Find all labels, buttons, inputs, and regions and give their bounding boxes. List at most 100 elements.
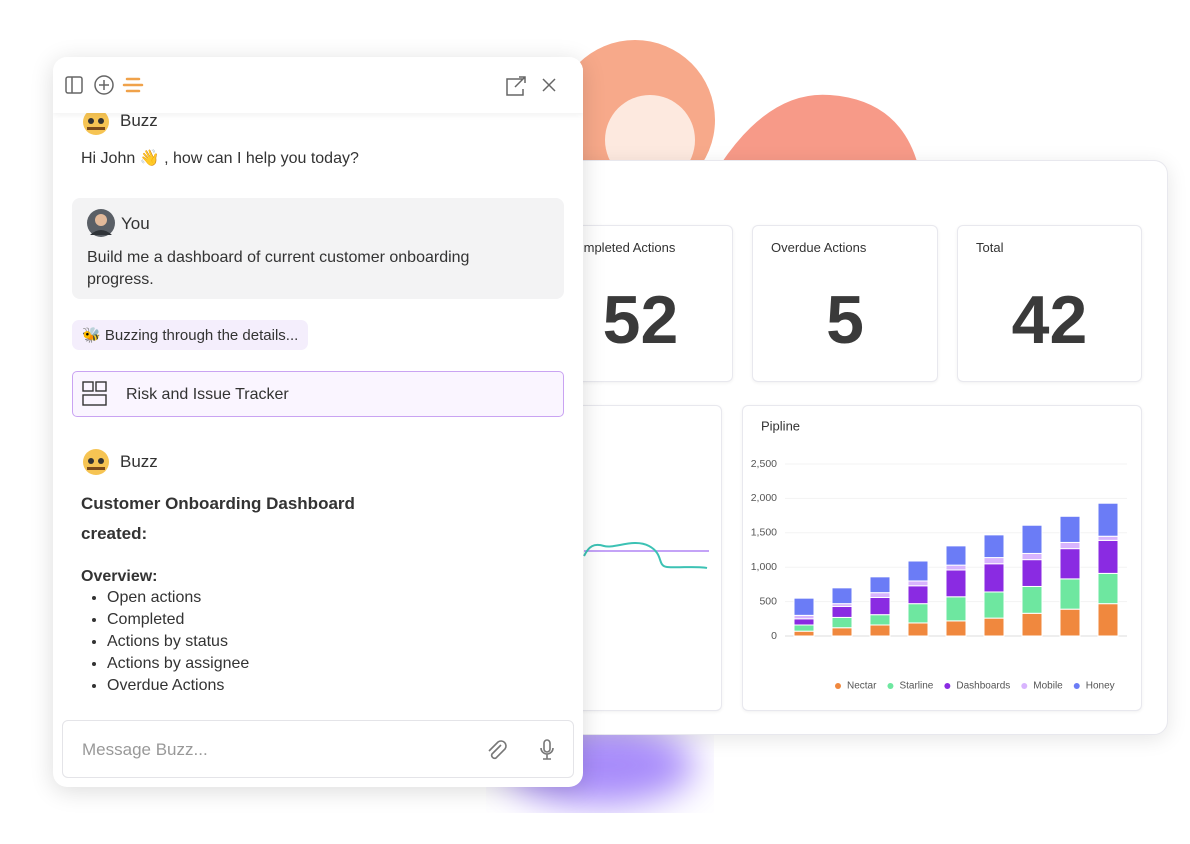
bar-segment xyxy=(983,557,1005,565)
bar-segment xyxy=(983,534,1005,559)
bar-segment xyxy=(793,630,815,637)
bar-segment xyxy=(869,576,891,594)
status-pill: 🐝 Buzzing through the details... xyxy=(72,320,309,350)
y-tick-label: 2,000 xyxy=(751,492,777,504)
legend-swatch xyxy=(835,683,841,689)
bar-segment xyxy=(1097,535,1119,541)
bar-segment xyxy=(1097,502,1119,537)
stat-card: Total 42 xyxy=(957,225,1142,382)
bar-segment xyxy=(945,569,967,598)
message: Build me a dashboard of current customer… xyxy=(87,249,470,288)
sender: You xyxy=(121,214,150,233)
bar-segment xyxy=(907,622,929,637)
y-tick-label: 1,500 xyxy=(751,527,777,539)
bar-segment xyxy=(869,592,891,598)
chart: Pipline 0 500 1,000 1,500 2,000 2,500 Nectar St… xyxy=(751,418,1127,692)
overview-item: Overdue Actions xyxy=(107,675,249,697)
bar-segment xyxy=(1021,585,1043,614)
reply-title: Customer Onboarding Dashboard created: xyxy=(81,494,355,543)
legend-label: Nectar xyxy=(847,681,877,692)
new-chat-icon[interactable] xyxy=(94,75,114,95)
y-tick-label: 500 xyxy=(759,595,777,607)
bar-segment xyxy=(1021,559,1043,587)
stat-label: Completed Actions xyxy=(567,240,676,255)
stat-card: Overdue Actions 5 xyxy=(752,225,938,382)
bar-segment xyxy=(793,618,815,626)
overview-item: Actions by status xyxy=(107,631,249,653)
chart-card: Pipline 0 500 1,000 1,500 2,000 2,500 Nectar St… xyxy=(742,405,1142,711)
legend-label: Dashboards xyxy=(956,681,1010,692)
overview-item: Open actions xyxy=(107,587,249,609)
placeholder: Message Buzz... xyxy=(82,740,208,759)
bar-segment xyxy=(983,617,1005,637)
artifact-title: Risk and Issue Tracker xyxy=(126,386,289,403)
mic-icon[interactable] xyxy=(540,739,554,760)
user-bubble: You Build me a dashboard of current cust… xyxy=(72,198,564,299)
bar-segment xyxy=(793,614,815,620)
y-tick-label: 1,000 xyxy=(751,561,777,573)
artifact-card[interactable]: Risk and Issue Tracker xyxy=(72,371,564,417)
bar-segment xyxy=(945,596,967,622)
user-avatar xyxy=(87,209,115,237)
message-input[interactable]: Message Buzz... xyxy=(62,720,574,778)
legend-swatch xyxy=(887,683,894,689)
stat-label: Overdue Actions xyxy=(771,240,867,255)
logo xyxy=(122,77,144,93)
bar-segment xyxy=(1059,548,1081,580)
legend-swatch xyxy=(1021,683,1028,689)
legend-label: Starline xyxy=(899,681,933,692)
bar-segment xyxy=(1021,552,1043,561)
stat-value: 52 xyxy=(602,282,679,358)
bar-segment xyxy=(831,627,853,637)
stat-value: 42 xyxy=(1011,282,1088,358)
bar-segment xyxy=(1021,612,1043,637)
bar-segment xyxy=(983,563,1005,593)
bar-segment xyxy=(907,603,929,624)
bar-segment xyxy=(945,545,967,566)
close-icon[interactable] xyxy=(542,78,556,92)
y-tick-label: 2,500 xyxy=(751,458,777,470)
overview-list: Open actionsCompletedActions by statusAc… xyxy=(81,587,249,697)
legend-swatch xyxy=(1073,683,1080,689)
bar-segment xyxy=(1021,524,1043,554)
artifact-icon xyxy=(82,381,107,406)
bar-segment xyxy=(793,624,815,632)
bar-segment xyxy=(1097,603,1119,637)
bar-segment xyxy=(1059,541,1081,550)
legend-label: Mobile xyxy=(1033,681,1063,692)
bar-segment xyxy=(1097,539,1119,574)
bar-segment xyxy=(907,580,929,587)
overview-item: Actions by assignee xyxy=(107,653,249,675)
header-icons xyxy=(65,75,556,96)
bar-segment xyxy=(793,597,815,616)
sender: Buzz xyxy=(120,111,158,130)
bar-segment xyxy=(907,585,929,605)
open-icon[interactable] xyxy=(506,76,526,96)
bar-segment xyxy=(831,616,853,629)
bar-segment xyxy=(869,614,891,626)
line-chart xyxy=(583,542,709,569)
sidebar-icon[interactable] xyxy=(65,76,83,94)
chat-header xyxy=(53,57,583,113)
bee-avatar xyxy=(83,449,109,475)
chat-panel: Buzz Hi John 👋 , how can I help you toda… xyxy=(53,57,583,787)
overview-item: Completed xyxy=(107,609,249,631)
legend-label: Honey xyxy=(1086,681,1115,692)
chart-title: Pipline xyxy=(761,418,800,433)
bar-segment xyxy=(983,591,1005,619)
overview-heading: Overview: xyxy=(81,568,158,585)
bar-segment xyxy=(831,587,853,605)
stat-value: 5 xyxy=(826,282,864,358)
y-tick-label: 0 xyxy=(771,630,777,642)
stat-label: Total xyxy=(976,240,1004,255)
bar-segment xyxy=(869,624,891,637)
bar-segment xyxy=(907,560,929,582)
bar-segment xyxy=(945,620,967,637)
attach-icon[interactable] xyxy=(488,740,507,760)
input-icons xyxy=(488,739,554,760)
bar-segment xyxy=(869,596,891,616)
legend-swatch xyxy=(944,683,951,689)
bar-segment xyxy=(831,605,853,618)
bee-avatar xyxy=(83,109,109,135)
